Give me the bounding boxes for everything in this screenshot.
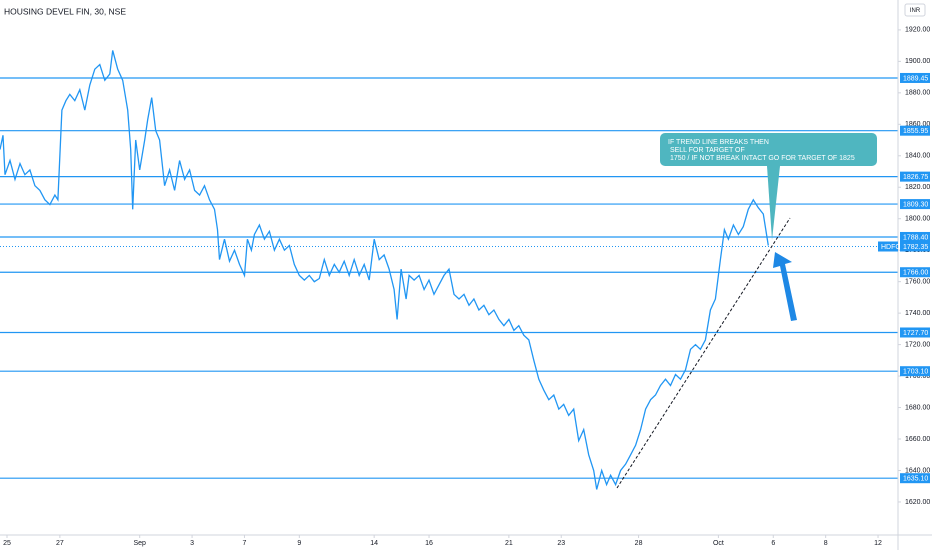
level-label: 1809.30	[903, 201, 928, 208]
x-tick-label: 21	[505, 540, 513, 547]
callout-box	[660, 133, 877, 166]
chart-title: HOUSING DEVEL FIN, 30, NSE	[4, 6, 126, 16]
level-label-box	[900, 199, 930, 210]
symbol-label: HDFC	[881, 244, 900, 251]
x-tick-label: 7	[243, 540, 247, 547]
x-tick-label: 14	[370, 540, 378, 547]
x-tick-label: 27	[56, 540, 64, 547]
x-tick-label: 28	[635, 540, 643, 547]
y-tick-label: 1800.00	[905, 216, 930, 223]
x-tick-label: Sep	[133, 540, 146, 547]
level-label-box	[900, 125, 930, 136]
trend-line	[616, 217, 791, 489]
last-price-box	[900, 241, 930, 252]
last-price-label: 1782.35	[903, 244, 928, 251]
callout-text: SELL FOR TARGET OF	[668, 147, 745, 154]
y-tick-label: 1900.00	[905, 58, 930, 65]
x-tick-label: Oct	[713, 540, 724, 547]
callout-text: 1750 / IF NOT BREAK INTACT GO FOR TARGET…	[668, 155, 855, 162]
x-tick-label: 25	[3, 540, 11, 547]
level-label-box	[900, 267, 930, 278]
level-label-box	[900, 473, 930, 484]
level-label-box	[900, 327, 930, 338]
x-tick-label: 3	[190, 540, 194, 547]
y-tick-label: 1880.00	[905, 90, 930, 97]
currency-box	[904, 3, 926, 17]
y-tick-label: 1680.00	[905, 404, 930, 411]
level-label-box	[900, 231, 930, 242]
y-tick-label: 1660.00	[905, 436, 930, 443]
x-tick-label: 6	[771, 540, 775, 547]
x-tick-label: 23	[557, 540, 565, 547]
y-tick-label: 1920.00	[905, 27, 930, 34]
level-label: 1788.40	[903, 234, 928, 241]
level-label: 1855.95	[903, 128, 928, 135]
symbol-box	[878, 241, 898, 252]
level-label-box	[900, 171, 930, 182]
arrow	[773, 252, 797, 321]
y-tick-label: 1860.00	[905, 121, 930, 128]
level-label: 1889.45	[903, 75, 928, 82]
x-tick-label: 12	[874, 540, 882, 547]
level-label-box	[900, 72, 930, 83]
level-label: 1826.75	[903, 174, 928, 181]
y-tick-label: 1760.00	[905, 279, 930, 286]
x-tick-label: 9	[297, 540, 301, 547]
y-tick-label: 1820.00	[905, 184, 930, 191]
level-label: 1703.10	[903, 369, 928, 376]
x-tick-label: 8	[824, 540, 828, 547]
level-label: 1727.70	[903, 330, 928, 337]
y-tick-label: 1740.00	[905, 310, 930, 317]
level-label: 1766.00	[903, 270, 928, 277]
level-label: 1635.10	[903, 476, 928, 483]
callout-text: IF TREND LINE BREAKS THEN	[668, 139, 769, 146]
y-tick-label: 1620.00	[905, 499, 930, 506]
callout-pointer	[767, 166, 780, 240]
price-line	[0, 50, 769, 490]
y-tick-label: 1700.00	[905, 373, 930, 380]
y-tick-label: 1640.00	[905, 467, 930, 474]
currency: INR	[910, 8, 921, 14]
y-tick-label: 1720.00	[905, 341, 930, 348]
x-tick-label: 16	[425, 540, 433, 547]
y-tick-label: 1840.00	[905, 153, 930, 160]
plot-area	[0, 50, 898, 490]
level-label-box	[900, 366, 930, 377]
